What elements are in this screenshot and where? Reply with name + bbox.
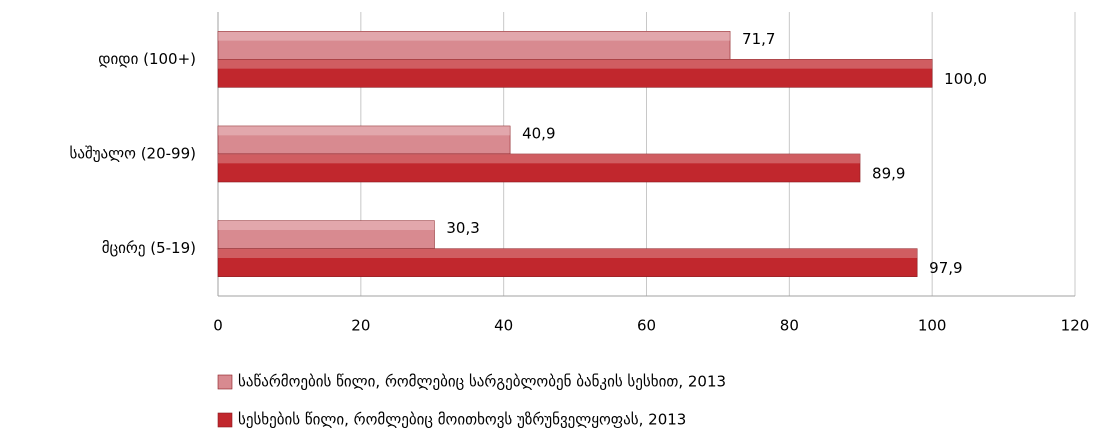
legend-swatch (217, 374, 233, 390)
bar (217, 153, 861, 183)
bar (217, 31, 731, 60)
x-tick-label: 40 (494, 317, 513, 335)
data-label: 30,3 (446, 219, 479, 237)
legend-label: სესხების წილი, რომლებიც მოითხოვს უზრუნვე… (238, 411, 686, 429)
x-tick-label: 120 (1061, 317, 1090, 335)
x-tick-label: 20 (351, 317, 370, 335)
legend-label: საწარმოების წილი, რომლებიც სარგებლობენ ბ… (238, 373, 726, 391)
legend-swatch (217, 412, 233, 428)
y-tick-label: დიდი (100+) (98, 50, 196, 68)
data-label: 100,0 (944, 70, 987, 88)
x-tick-label: 80 (780, 317, 799, 335)
y-tick-label: მცირე (5-19) (102, 239, 196, 257)
bar-highlight (218, 126, 511, 136)
bar (217, 59, 933, 88)
x-tick-label: 60 (637, 317, 656, 335)
bar-highlight (218, 248, 918, 258)
x-tick-label: 0 (213, 317, 223, 335)
bar-highlight (218, 59, 933, 69)
data-label: 40,9 (522, 125, 555, 143)
bar-highlight (218, 154, 861, 164)
y-tick-label: საშუალო (20-99) (70, 145, 197, 163)
bar-highlight (218, 31, 731, 41)
data-label: 71,7 (742, 30, 775, 48)
bar-highlight (218, 220, 435, 230)
data-label: 97,9 (929, 259, 962, 277)
bar (217, 248, 918, 277)
data-label: 89,9 (872, 165, 905, 183)
x-tick-label: 100 (918, 317, 947, 335)
